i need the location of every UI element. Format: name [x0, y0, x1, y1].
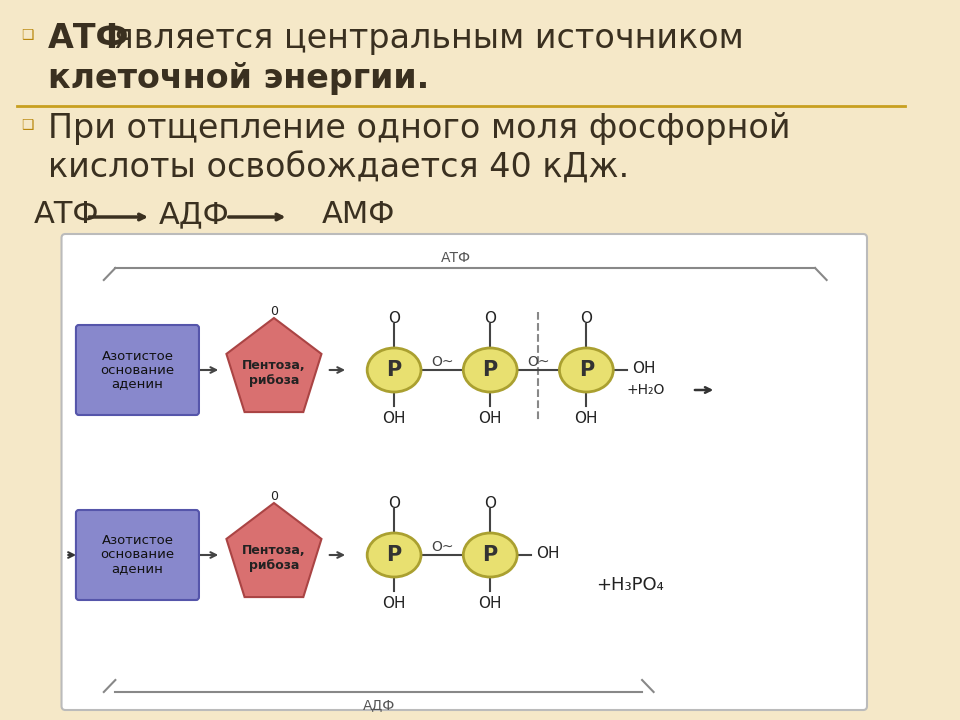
Text: O~: O~: [527, 355, 549, 369]
Text: OH: OH: [478, 595, 502, 611]
Ellipse shape: [367, 533, 421, 577]
Text: Пентоза,: Пентоза,: [242, 544, 305, 557]
FancyBboxPatch shape: [61, 234, 867, 710]
Text: O: O: [388, 495, 400, 510]
Ellipse shape: [367, 348, 421, 392]
Text: АТФ: АТФ: [34, 200, 99, 229]
Ellipse shape: [560, 348, 613, 392]
Text: ❑: ❑: [21, 28, 34, 42]
Text: O~: O~: [431, 355, 453, 369]
Text: Азотистое: Азотистое: [102, 349, 174, 362]
Text: основание: основание: [101, 549, 175, 562]
Text: Азотистое: Азотистое: [102, 534, 174, 547]
Polygon shape: [227, 318, 322, 412]
Text: 0: 0: [270, 305, 278, 318]
Text: является центральным источником: является центральным источником: [103, 22, 744, 55]
Text: аденин: аденин: [111, 377, 163, 390]
Text: O~: O~: [431, 540, 453, 554]
Text: аденин: аденин: [111, 562, 163, 575]
Text: P: P: [387, 360, 401, 380]
Text: OH: OH: [382, 410, 406, 426]
FancyBboxPatch shape: [76, 510, 199, 600]
Text: OH: OH: [575, 410, 598, 426]
Text: P: P: [483, 545, 498, 565]
Text: АТФ: АТФ: [441, 251, 470, 265]
Text: рибоза: рибоза: [249, 374, 300, 387]
Text: P: P: [387, 545, 401, 565]
Text: При отщепление одного моля фосфорной: При отщепление одного моля фосфорной: [48, 112, 790, 145]
Text: OH: OH: [633, 361, 656, 376]
Text: клеточной энергии.: клеточной энергии.: [48, 62, 429, 95]
Text: основание: основание: [101, 364, 175, 377]
Text: O: O: [484, 310, 496, 325]
Text: P: P: [579, 360, 594, 380]
Text: O: O: [581, 310, 592, 325]
Text: Пентоза,: Пентоза,: [242, 359, 305, 372]
Text: ❑: ❑: [21, 118, 34, 132]
Text: +H₃PO₄: +H₃PO₄: [596, 576, 663, 594]
Text: АДФ: АДФ: [363, 698, 395, 712]
FancyBboxPatch shape: [76, 325, 199, 415]
Text: OH: OH: [478, 410, 502, 426]
Text: АМФ: АМФ: [322, 200, 396, 229]
Text: рибоза: рибоза: [249, 559, 300, 572]
Text: АДФ: АДФ: [158, 200, 229, 229]
Text: P: P: [483, 360, 498, 380]
Text: АТФ: АТФ: [48, 22, 130, 55]
Text: O: O: [388, 310, 400, 325]
Text: OH: OH: [537, 546, 560, 560]
Ellipse shape: [464, 533, 517, 577]
Text: кислоты освобождается 40 кДж.: кислоты освобождается 40 кДж.: [48, 152, 630, 185]
Text: 0: 0: [270, 490, 278, 503]
Polygon shape: [227, 503, 322, 597]
Text: OH: OH: [382, 595, 406, 611]
Text: +H₂O: +H₂O: [627, 383, 665, 397]
Ellipse shape: [464, 348, 517, 392]
Text: O: O: [484, 495, 496, 510]
